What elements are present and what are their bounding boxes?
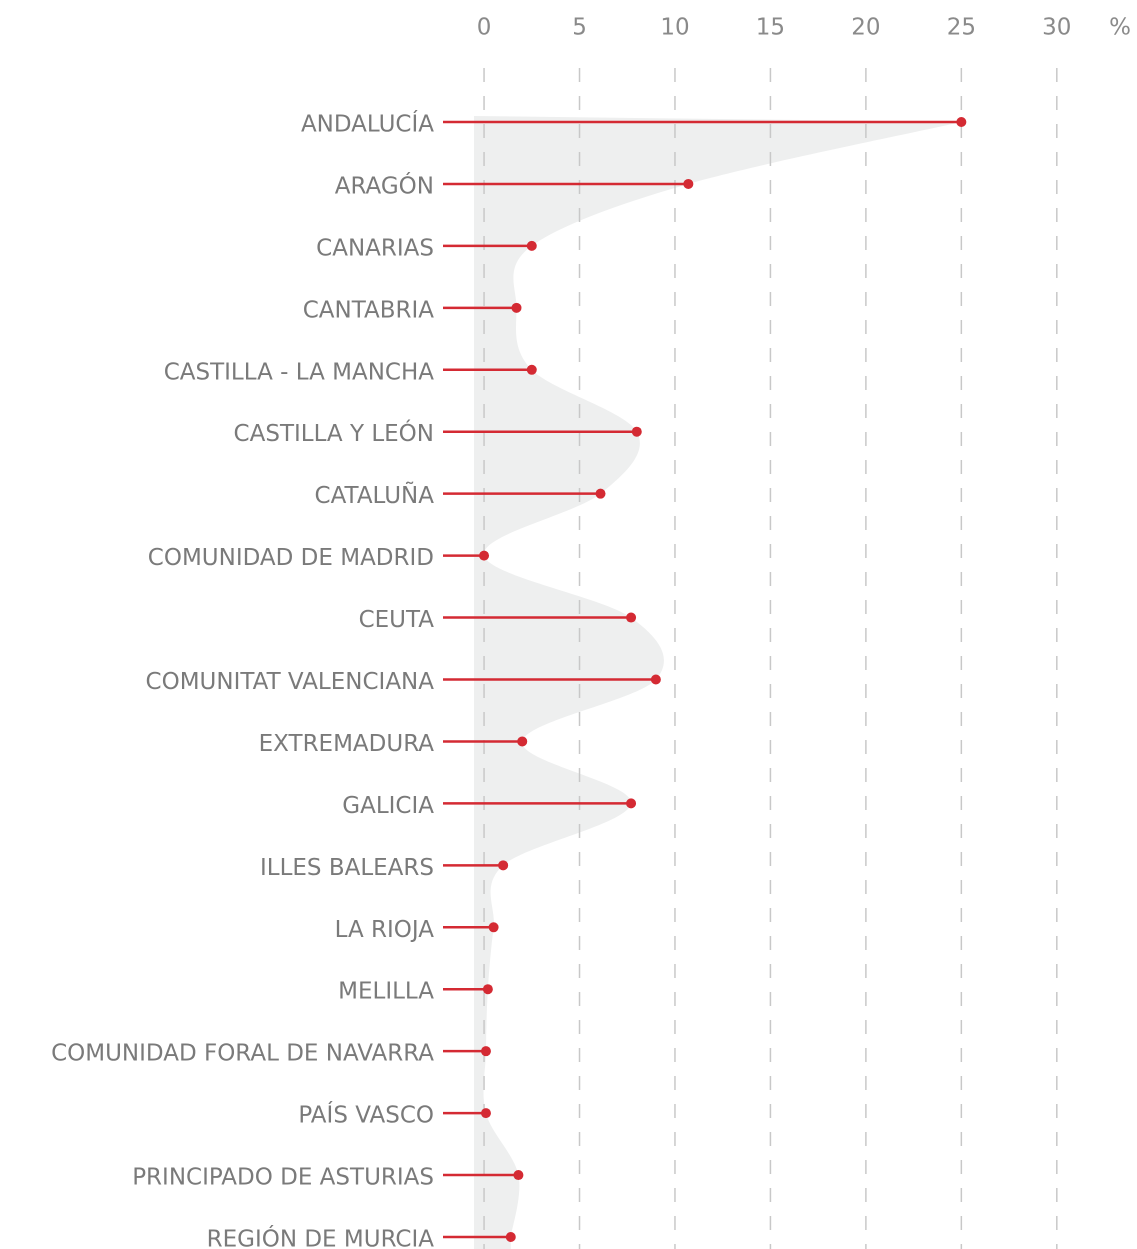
lollipop-dot xyxy=(517,736,528,747)
lollipop-dot xyxy=(513,1170,524,1181)
lollipop-dot xyxy=(505,1232,516,1242)
lollipop-dot xyxy=(526,364,537,375)
x-tick-label: 20 xyxy=(851,15,880,41)
category-label: CANTABRIA xyxy=(303,297,435,323)
category-label: COMUNITAT VALENCIANA xyxy=(146,669,435,695)
lollipop-dot xyxy=(650,674,661,685)
x-tick-label: 15 xyxy=(756,15,785,41)
lollipop-dot xyxy=(480,1046,491,1057)
lollipop-dot xyxy=(683,178,694,189)
category-label: GALICIA xyxy=(342,793,434,819)
category-label: PRINCIPADO DE ASTURIAS xyxy=(132,1165,434,1191)
category-label: PAÍS VASCO xyxy=(298,1101,434,1129)
lollipop-dot xyxy=(498,860,509,871)
lollipop-dot xyxy=(956,117,967,127)
density-area xyxy=(474,116,962,1249)
category-label: CATALUÑA xyxy=(315,481,435,509)
category-label: MELILLA xyxy=(338,979,434,1005)
lollipop-dot xyxy=(480,1108,491,1119)
category-label: COMUNIDAD DE MADRID xyxy=(148,545,434,571)
x-tick-label: 5 xyxy=(572,15,587,41)
category-label: REGIÓN DE MURCIA xyxy=(207,1225,435,1249)
lollipop-dot xyxy=(631,426,642,437)
lollipop-dot xyxy=(526,240,537,251)
category-label: ARAGÓN xyxy=(335,171,434,199)
category-label: ILLES BALEARS xyxy=(260,855,434,881)
category-label: ANDALUCÍA xyxy=(301,110,434,138)
lollipop-dot xyxy=(626,612,637,623)
category-label: CANARIAS xyxy=(316,235,434,261)
category-label: COMUNIDAD FORAL DE NAVARRA xyxy=(51,1041,434,1067)
x-tick-label: 0 xyxy=(477,15,492,41)
category-label: CASTILLA Y LEÓN xyxy=(234,419,434,447)
x-unit-label: % xyxy=(1109,15,1131,41)
lollipop-dot xyxy=(595,488,606,499)
lollipop-dot xyxy=(626,798,637,809)
area-layer xyxy=(474,116,962,1249)
x-tick-label: 30 xyxy=(1042,15,1071,41)
x-tick-label: 10 xyxy=(660,15,689,41)
category-label: CEUTA xyxy=(359,607,435,633)
category-label: LA RIOJA xyxy=(335,917,435,943)
lollipop-dot xyxy=(488,922,499,933)
category-label: CASTILLA - LA MANCHA xyxy=(164,359,435,385)
category-label: EXTREMADURA xyxy=(259,731,435,757)
lollipop-dot xyxy=(479,550,490,561)
lollipop-dot xyxy=(482,984,493,995)
grid-layer xyxy=(483,68,1058,1249)
lollipop-dot xyxy=(511,302,522,313)
x-tick-label: 25 xyxy=(947,15,976,41)
